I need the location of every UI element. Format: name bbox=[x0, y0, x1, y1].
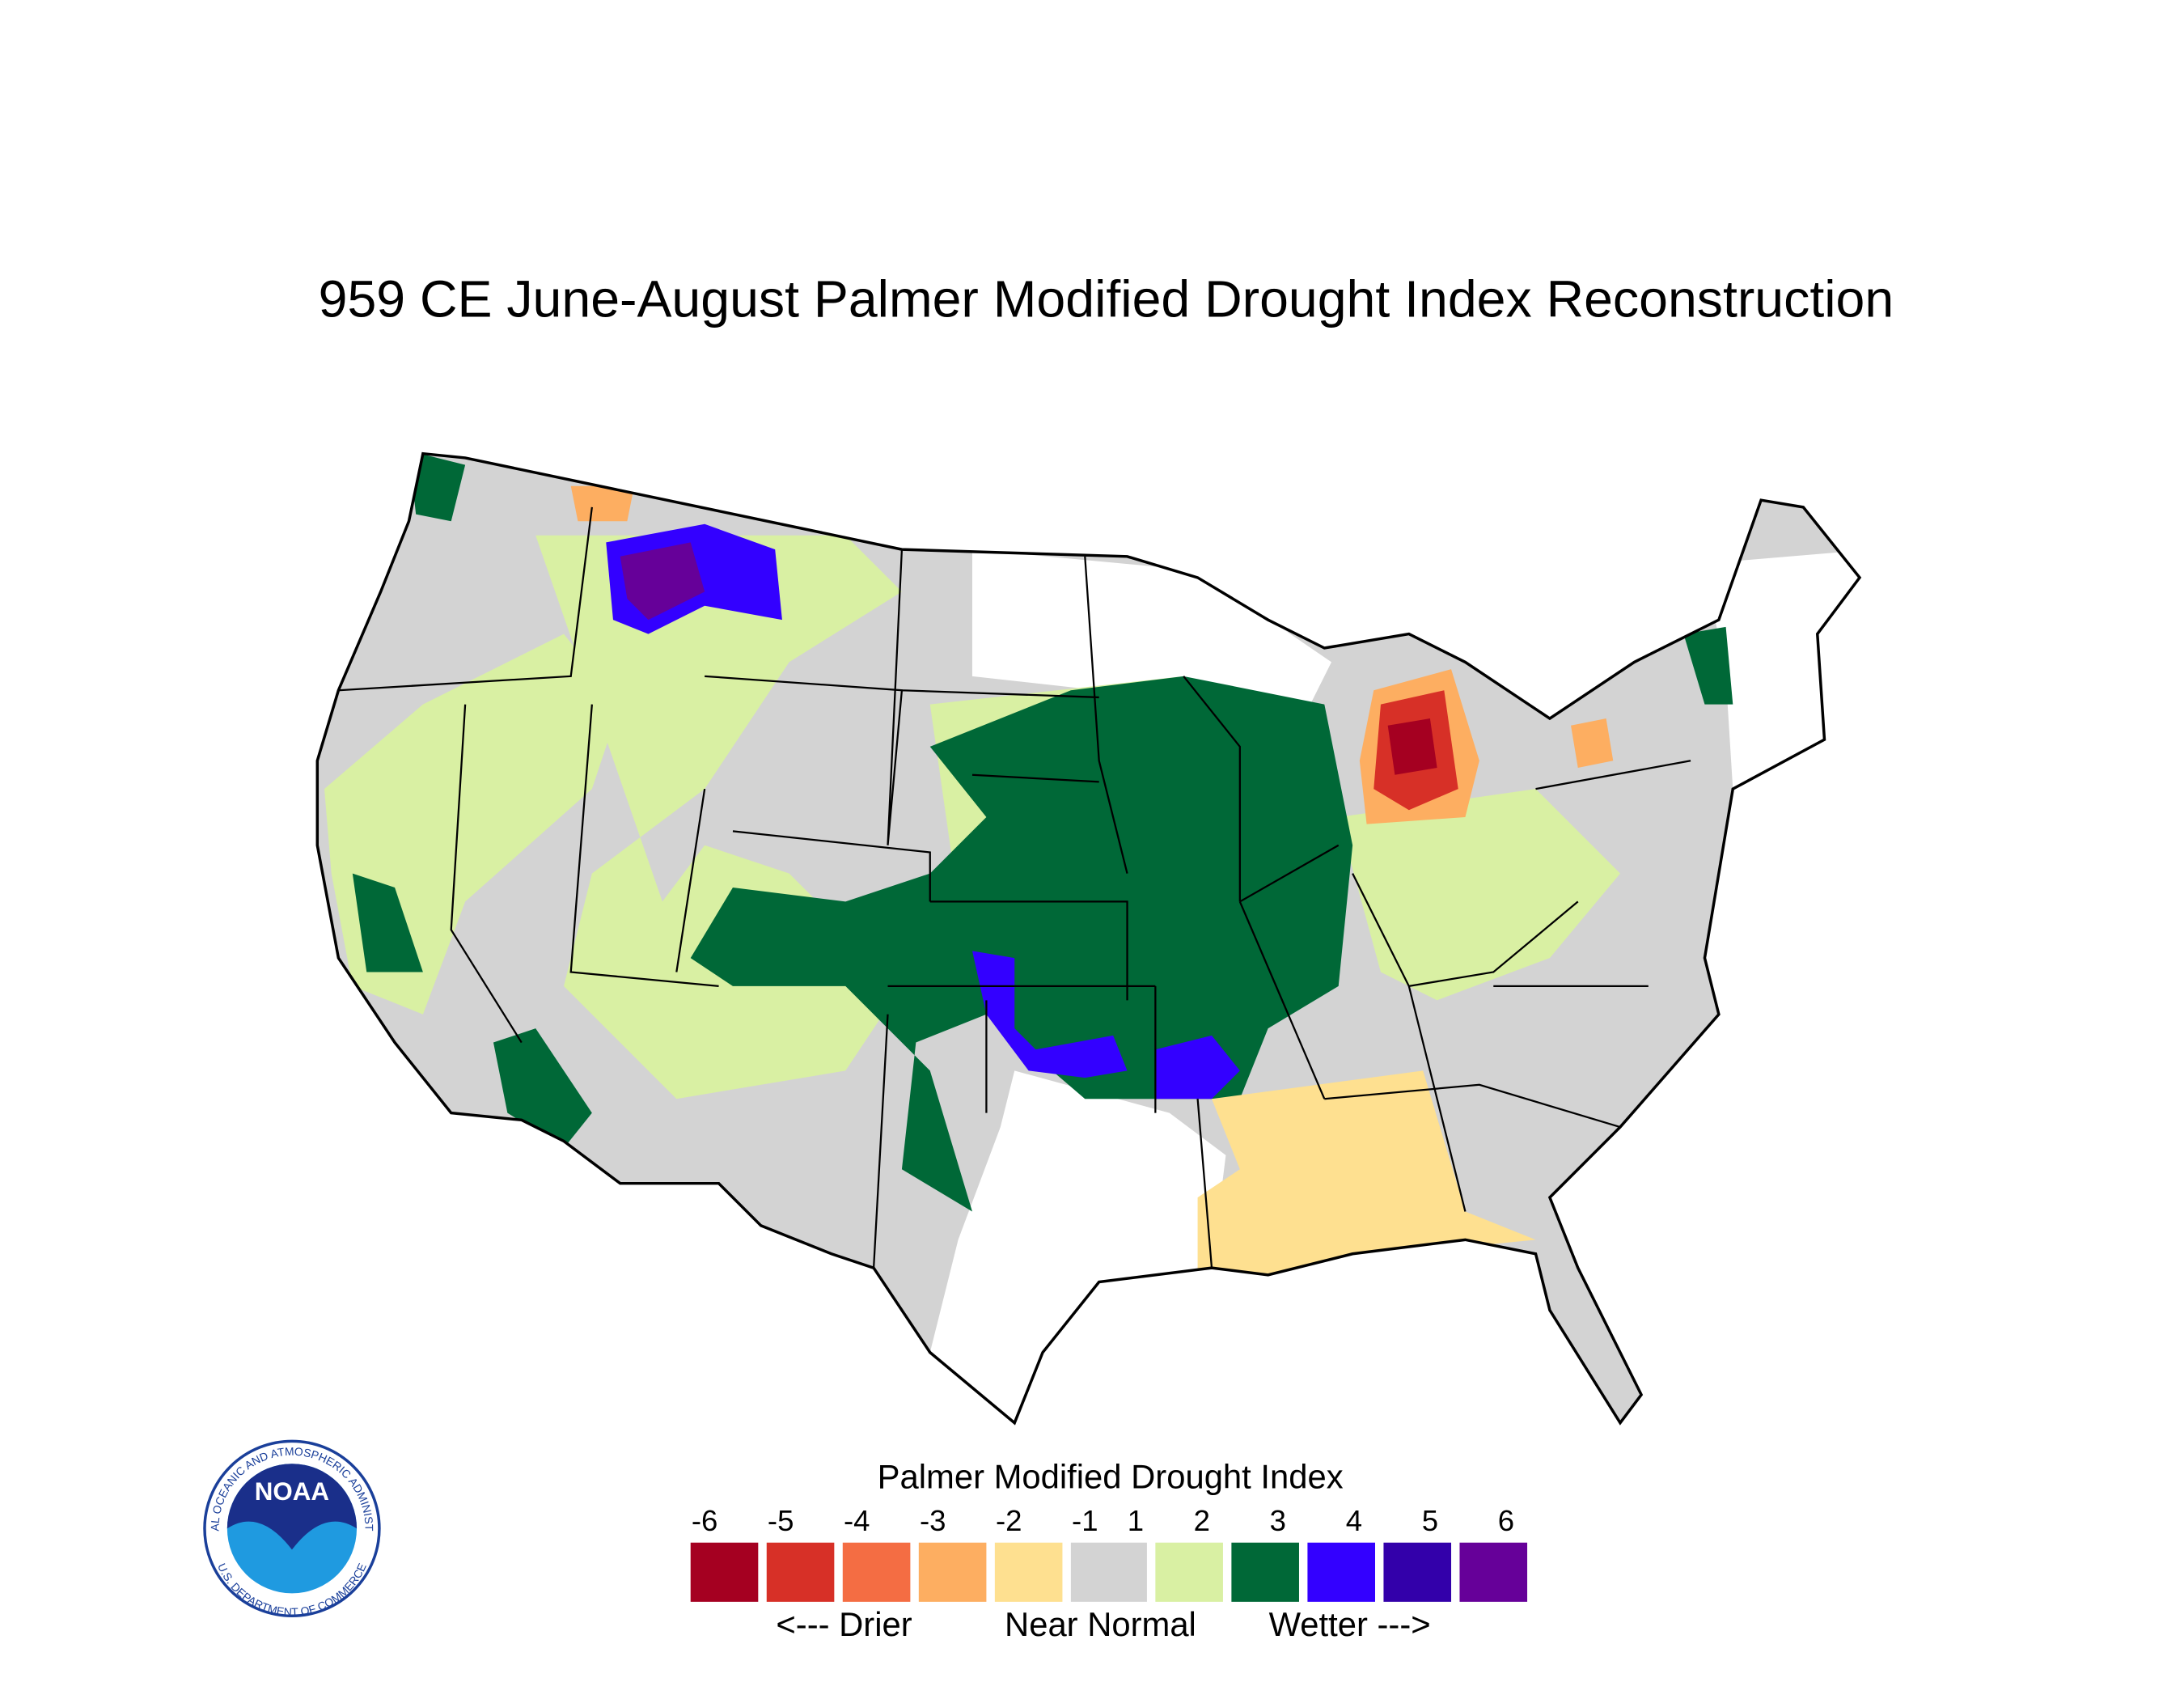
legend-swatch bbox=[994, 1542, 1063, 1602]
borders bbox=[338, 506, 1691, 1269]
legend-swatch bbox=[1459, 1542, 1528, 1602]
extremely-dry-area bbox=[1387, 718, 1437, 775]
extremely-wet-area bbox=[620, 542, 705, 621]
wet-area bbox=[352, 873, 423, 972]
legend-swatch bbox=[690, 1542, 759, 1602]
legend-label: -2 bbox=[996, 1504, 1022, 1537]
logo-text: NOAA bbox=[255, 1477, 329, 1506]
legend-label: 1 bbox=[1128, 1504, 1144, 1537]
dry-area bbox=[570, 485, 635, 522]
legend-label: 2 bbox=[1194, 1504, 1210, 1537]
legend-swatch bbox=[918, 1542, 987, 1602]
legend-swatch bbox=[1155, 1542, 1223, 1602]
title: 959 CE June-August Palmer Modified Droug… bbox=[319, 269, 1894, 328]
legend-caption: <--- Drier bbox=[776, 1605, 912, 1643]
legend-label: 4 bbox=[1346, 1504, 1362, 1537]
legend-caption: Near Normal bbox=[1005, 1605, 1196, 1643]
legend-swatch bbox=[1070, 1542, 1147, 1602]
legend-label: -4 bbox=[844, 1504, 870, 1537]
legend-label: 3 bbox=[1270, 1504, 1286, 1537]
no-data-area bbox=[929, 1070, 1226, 1423]
legend-label: -3 bbox=[920, 1504, 946, 1537]
wet-area bbox=[408, 453, 466, 522]
legend-label: 5 bbox=[1422, 1504, 1438, 1537]
legend-swatch bbox=[1231, 1542, 1299, 1602]
legend-caption: Wetter ---> bbox=[1269, 1605, 1431, 1643]
dry-area bbox=[1197, 1070, 1536, 1296]
legend-swatch bbox=[1383, 1542, 1452, 1602]
legend-label: -5 bbox=[768, 1504, 794, 1537]
state-lines bbox=[315, 451, 1861, 1425]
legend-label: 6 bbox=[1498, 1504, 1514, 1537]
legend-label: -6 bbox=[692, 1504, 717, 1537]
no-data-area bbox=[971, 549, 1332, 705]
legend-label: -1 bbox=[1072, 1504, 1098, 1537]
legend: -6 -5 -4 -3 -2 -1 1 2 3 4 5 6 <--- Drier Near Normal W… bbox=[690, 1504, 1528, 1643]
very-wet-area bbox=[1155, 1035, 1240, 1099]
dry-area bbox=[1571, 718, 1614, 769]
legend-title: Palmer Modified Drought Index bbox=[878, 1457, 1344, 1495]
light-green-area bbox=[1338, 789, 1620, 1001]
very-wet-area bbox=[971, 951, 1128, 1078]
legend-swatch bbox=[842, 1542, 911, 1602]
wet-area bbox=[1683, 626, 1733, 705]
legend-swatch bbox=[1307, 1542, 1375, 1602]
legend-swatch bbox=[766, 1542, 835, 1602]
logo-top bbox=[226, 1464, 358, 1550]
